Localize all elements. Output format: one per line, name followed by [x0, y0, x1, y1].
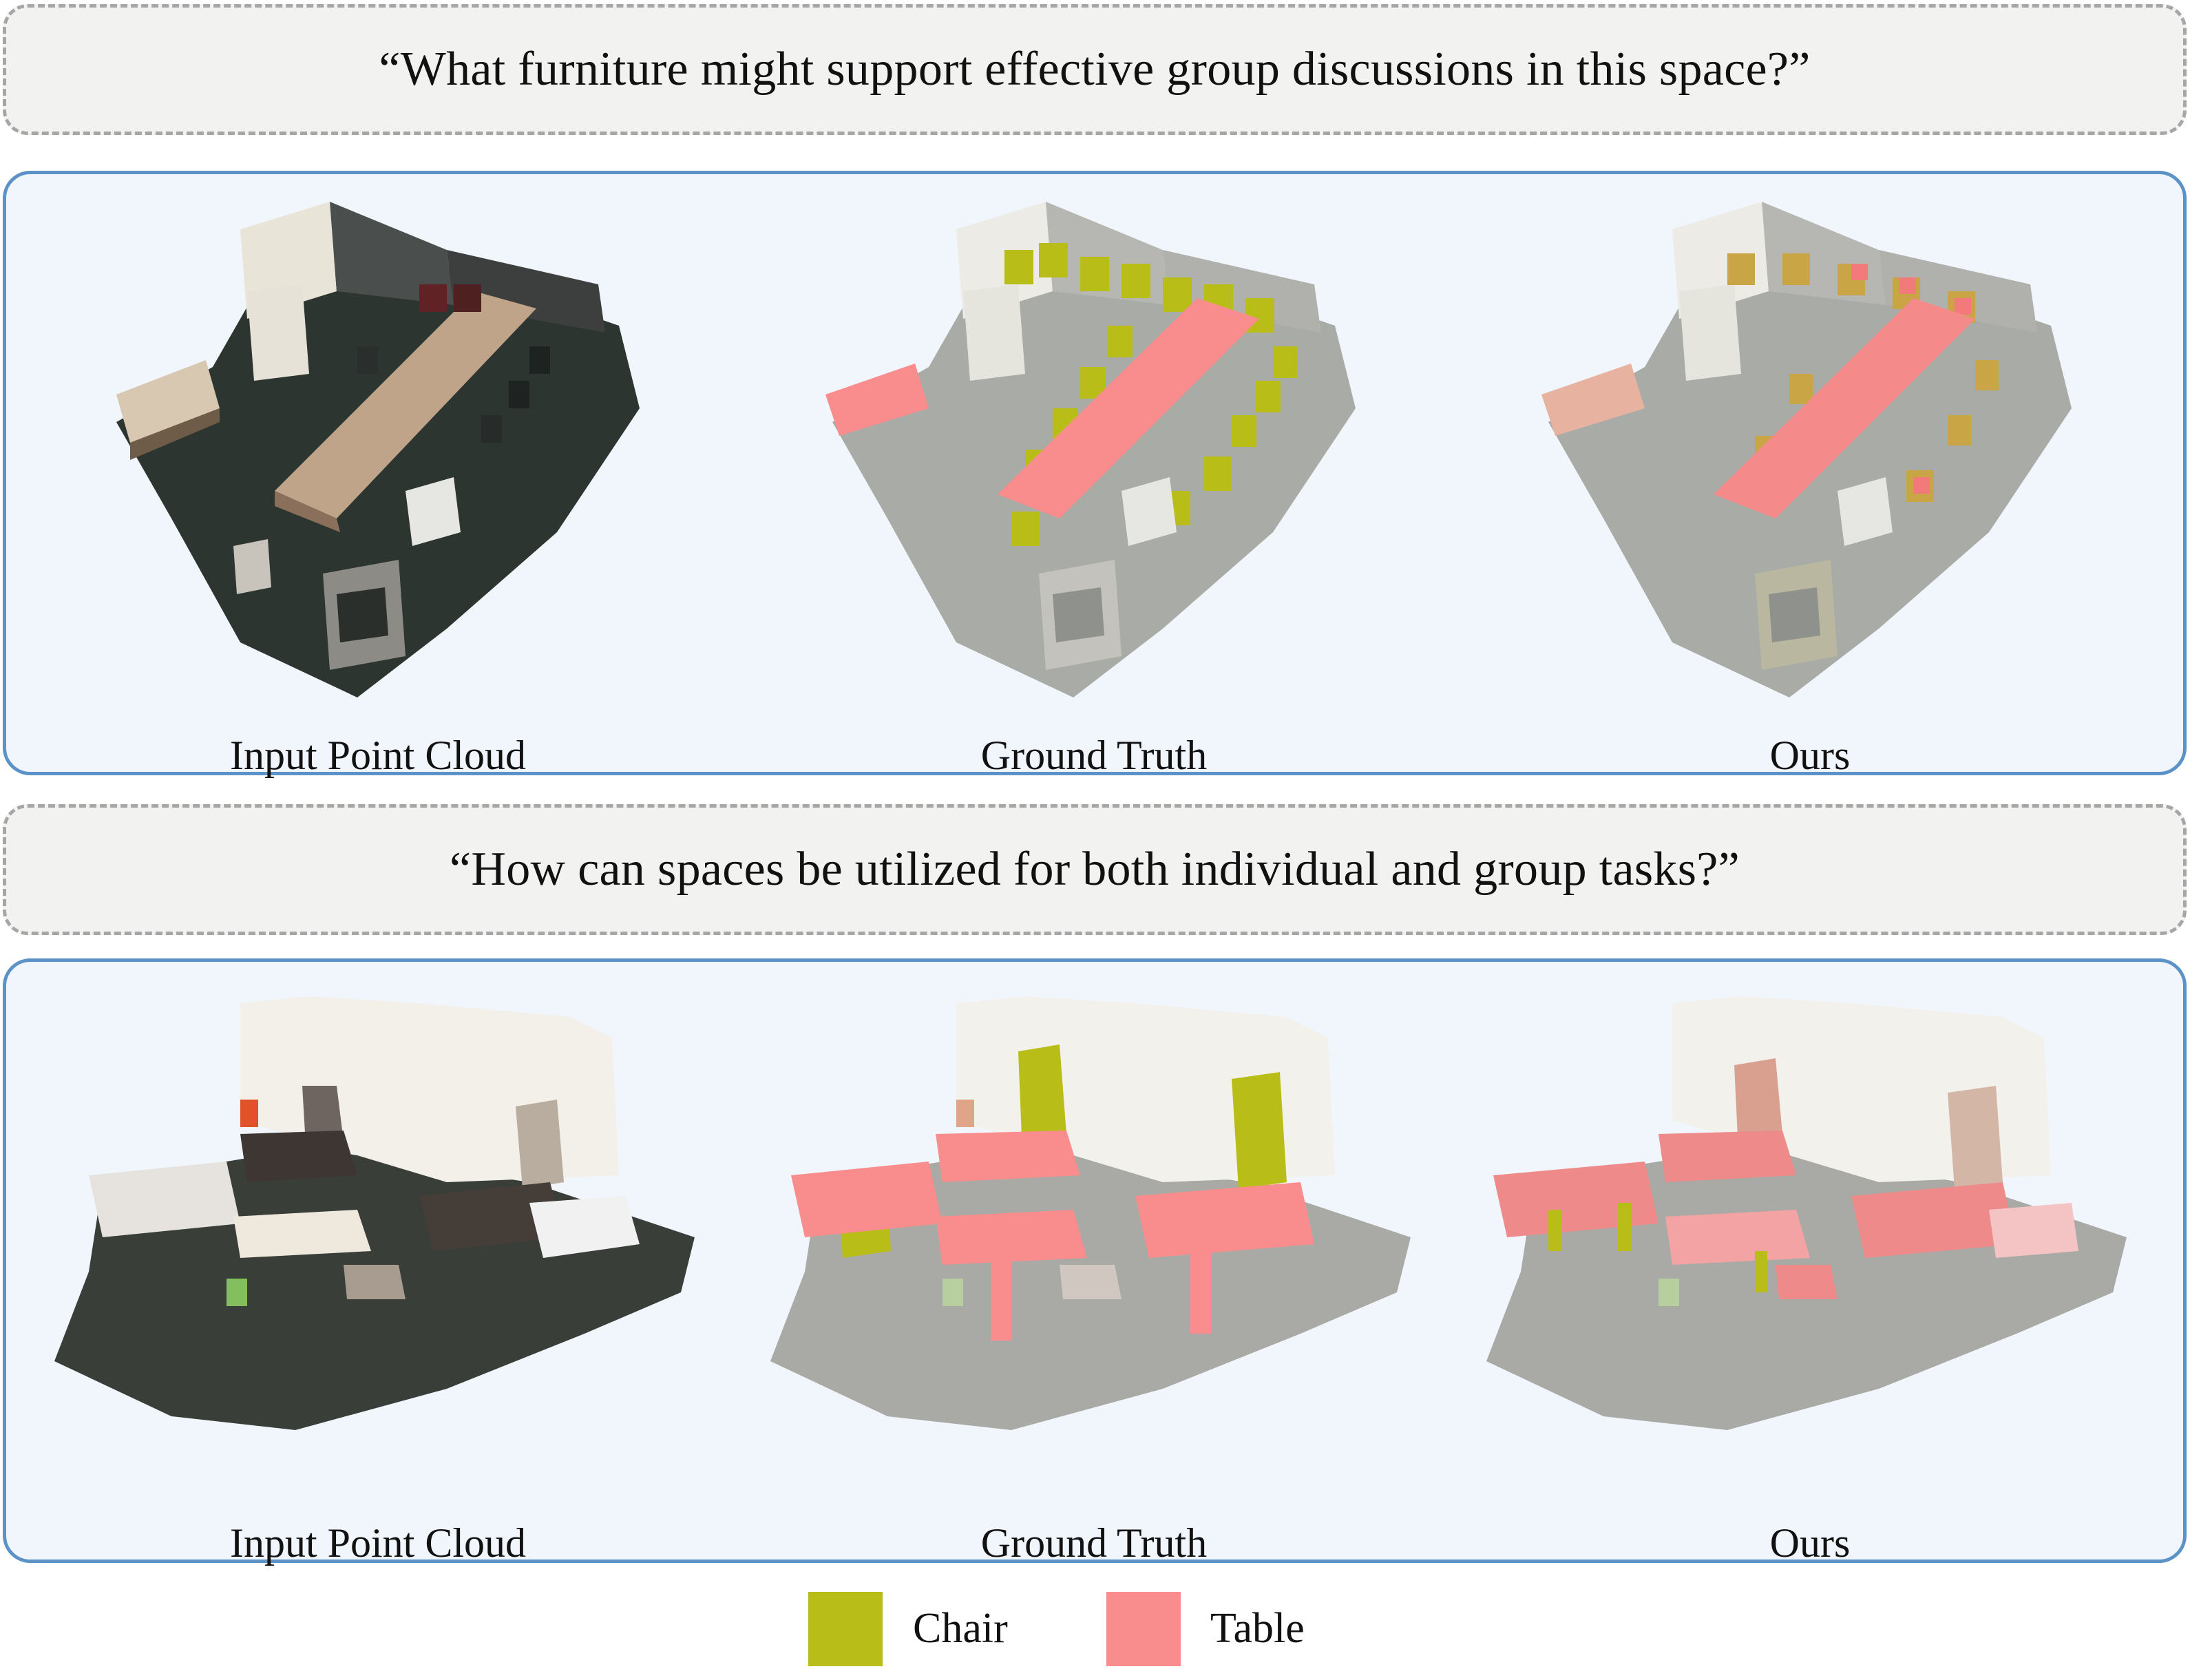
caption-ours-1: Ours	[1769, 733, 1851, 778]
input-point-cloud-2: Input Point Cloud	[34, 976, 722, 1566]
point-cloud-image	[116, 202, 640, 697]
query-text-2: “How can spaces be utilized for both ind…	[450, 843, 1740, 896]
ground-truth-1: Ground Truth	[750, 188, 1438, 778]
point-cloud-image	[1486, 996, 2127, 1430]
legend-swatch-table	[1106, 1592, 1181, 1666]
query-box-1: “What furniture might support effective …	[3, 4, 2187, 135]
caption-input-1: Input Point Cloud	[229, 733, 527, 778]
query-box-2: “How can spaces be utilized for both ind…	[3, 804, 2187, 935]
caption-input-2: Input Point Cloud	[229, 1520, 527, 1566]
caption-ours-2: Ours	[1769, 1520, 1851, 1566]
point-cloud-image	[54, 996, 695, 1430]
ground-truth-2: Ground Truth	[750, 976, 1438, 1566]
point-cloud-image	[1541, 202, 2072, 697]
legend-swatch-chair	[808, 1592, 883, 1666]
point-cloud-image	[825, 202, 1356, 697]
ours-2: Ours	[1466, 976, 2154, 1566]
point-cloud-image	[770, 996, 1411, 1430]
result-panel-1: Input Point Cloud	[3, 171, 2187, 778]
caption-ground-truth-2: Ground Truth	[980, 1520, 1208, 1566]
result-panel-2: Input Point Cloud Ground Truth	[3, 958, 2187, 1566]
caption-ground-truth-1: Ground Truth	[980, 733, 1208, 778]
legend-label-table: Table	[1210, 1605, 1305, 1652]
query-text-1: “What furniture might support effective …	[379, 43, 1811, 96]
legend: Chair Table	[0, 1586, 2190, 1669]
input-point-cloud-1: Input Point Cloud	[34, 188, 722, 778]
legend-label-chair: Chair	[913, 1605, 1008, 1652]
ours-1: Ours	[1466, 188, 2154, 778]
